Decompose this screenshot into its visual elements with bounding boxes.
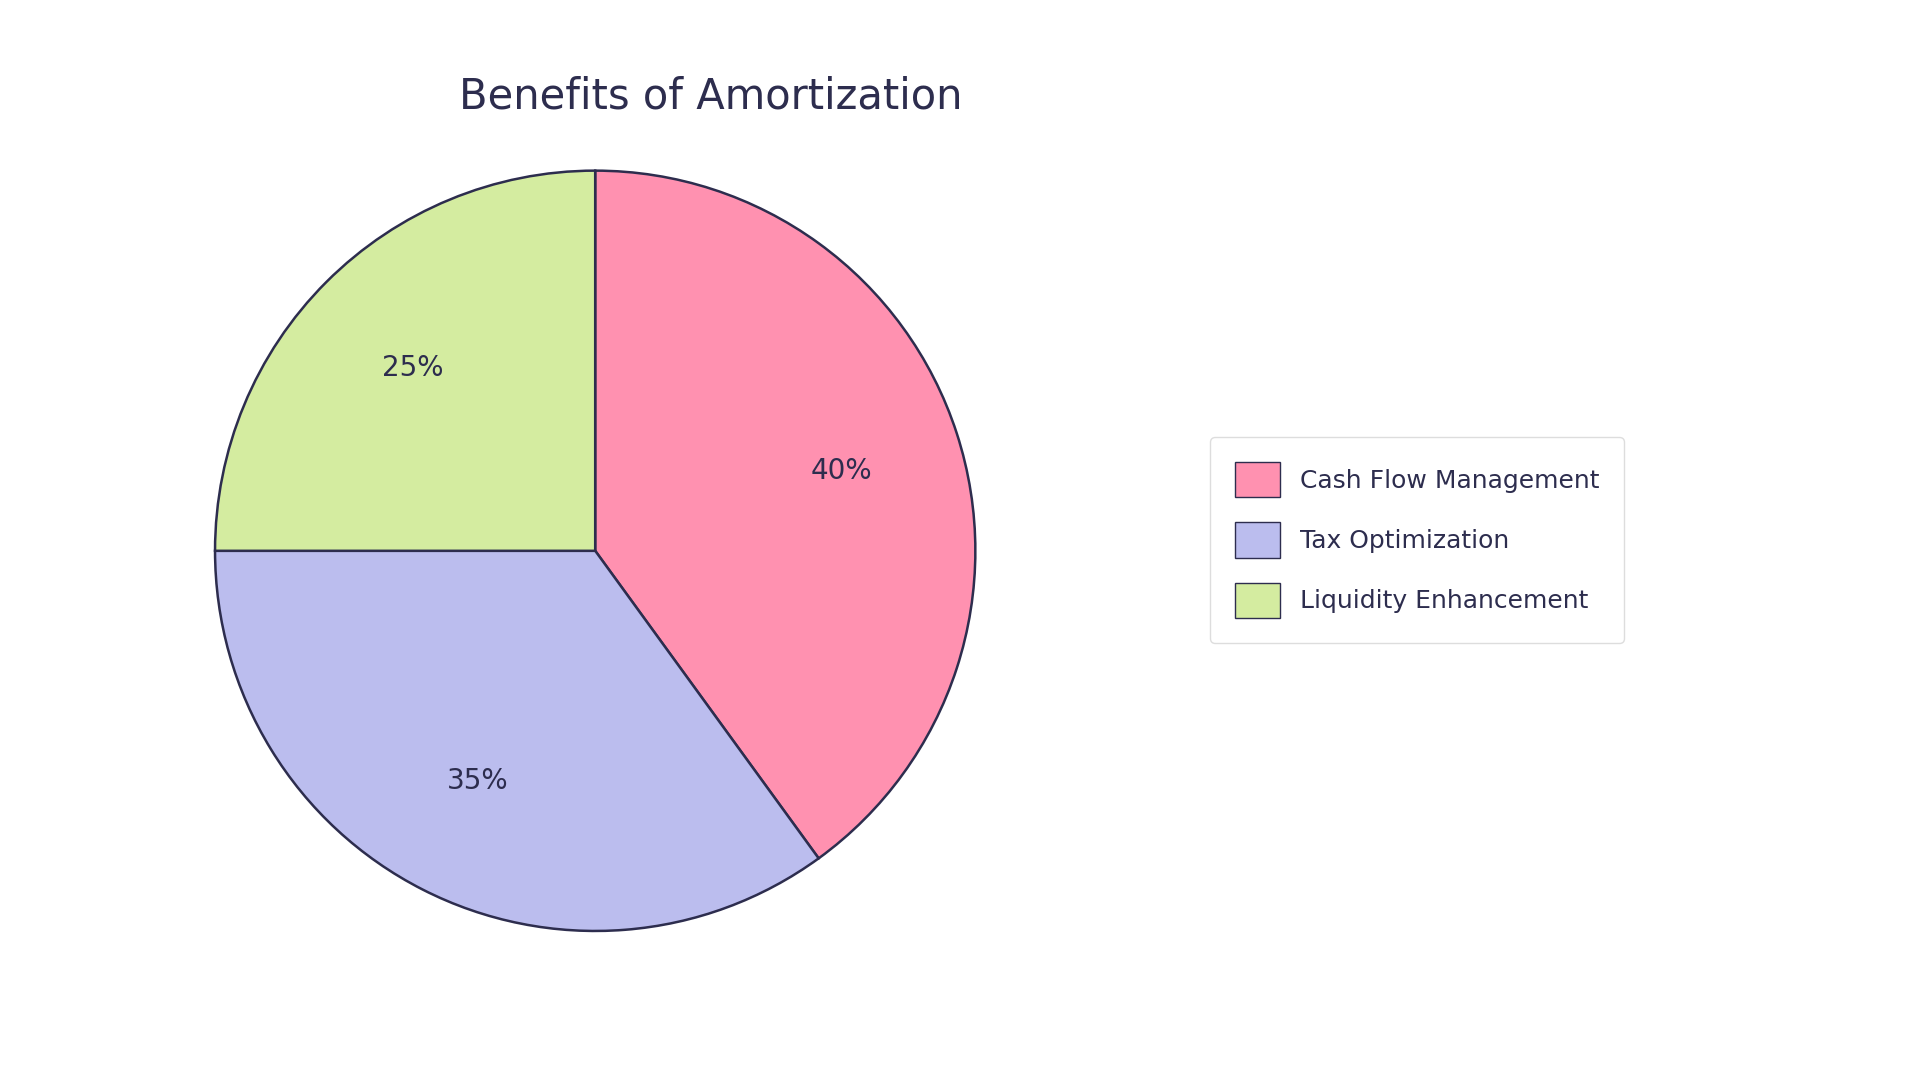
Wedge shape bbox=[215, 551, 818, 931]
Text: 40%: 40% bbox=[810, 457, 872, 485]
Text: 35%: 35% bbox=[447, 767, 509, 795]
Text: Benefits of Amortization: Benefits of Amortization bbox=[459, 76, 962, 118]
Text: 25%: 25% bbox=[382, 354, 444, 382]
Wedge shape bbox=[215, 171, 595, 551]
Legend: Cash Flow Management, Tax Optimization, Liquidity Enhancement: Cash Flow Management, Tax Optimization, … bbox=[1210, 437, 1624, 643]
Wedge shape bbox=[595, 171, 975, 859]
